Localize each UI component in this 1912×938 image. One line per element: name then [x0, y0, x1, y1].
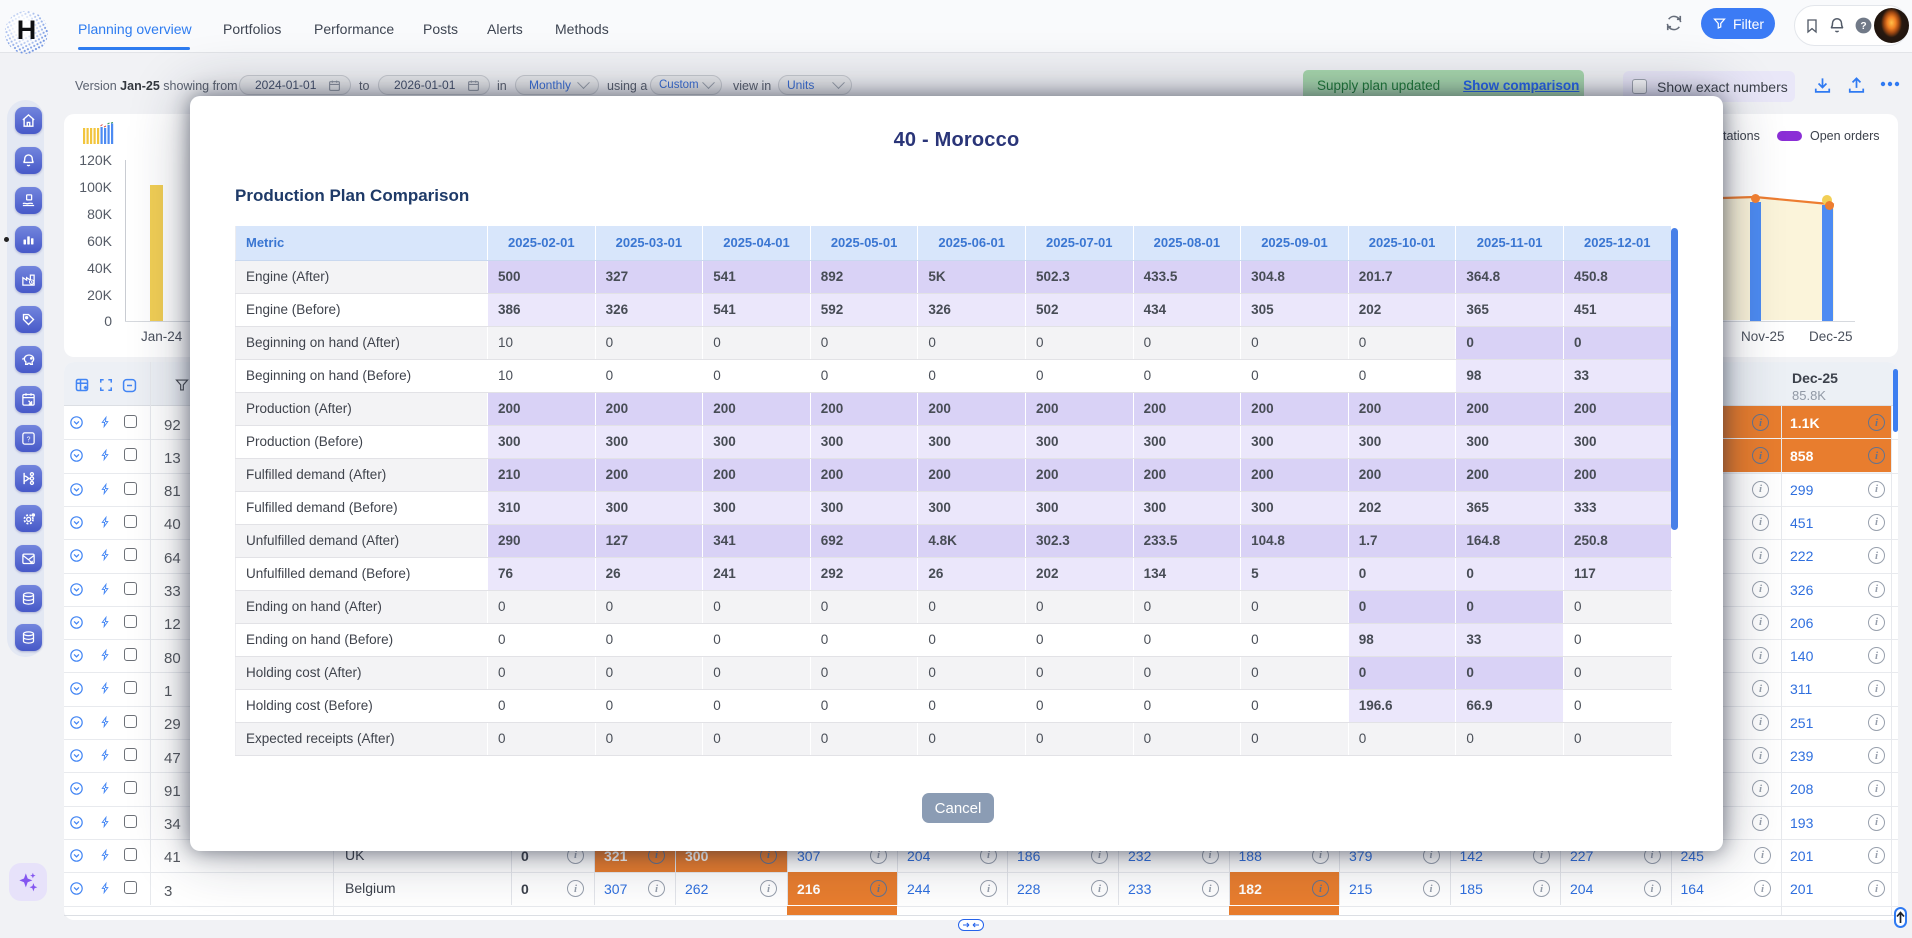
svg-text:?: ?	[27, 437, 31, 444]
svg-text:?: ?	[1860, 21, 1866, 32]
